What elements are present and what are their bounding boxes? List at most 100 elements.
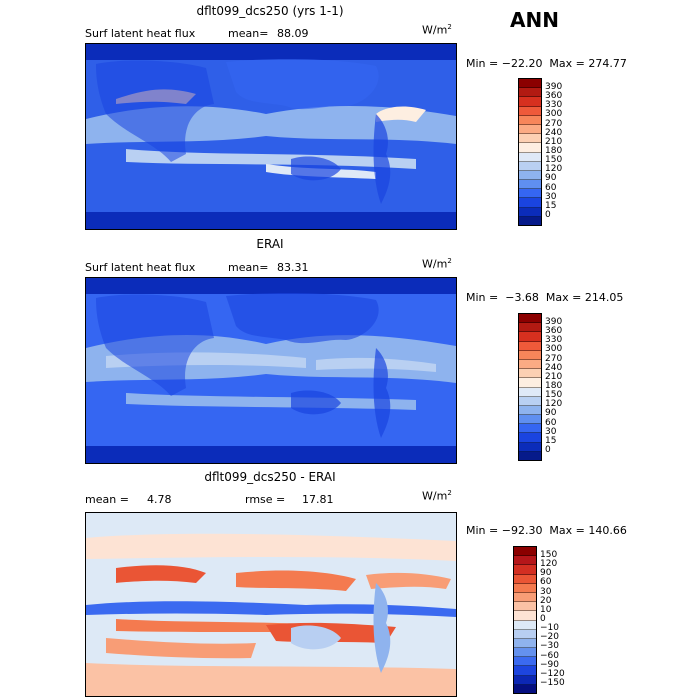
colorbar-swatch bbox=[519, 152, 541, 162]
colorbar-tick-label: 300 bbox=[545, 109, 563, 119]
colorbar-swatch bbox=[514, 592, 536, 603]
colorbar-tick-label: 90 bbox=[545, 173, 557, 183]
colorbar-swatch bbox=[519, 124, 541, 135]
panel-obs-minmax: Min = −3.68 Max = 214.05 bbox=[466, 291, 624, 304]
panel-model-minmax: Min = −22.20 Max = 274.77 bbox=[466, 57, 627, 70]
colorbar-tick-label: 240 bbox=[545, 128, 563, 138]
panel-diff-mean-value: 4.78 bbox=[147, 493, 172, 506]
colorbar-swatch bbox=[514, 565, 536, 575]
panel-diff-units: W/m2 bbox=[422, 489, 452, 503]
colorbar-tick-label: 0 bbox=[545, 445, 551, 455]
colorbar-swatch bbox=[514, 602, 536, 612]
colorbar-tick-label: 390 bbox=[545, 82, 563, 92]
panel-model-units: W/m2 bbox=[422, 23, 452, 37]
colorbar-tick-label: 60 bbox=[540, 577, 552, 587]
colorbar-swatch bbox=[519, 451, 541, 460]
colorbar-tick-label: 210 bbox=[545, 137, 563, 147]
colorbar-swatch bbox=[514, 574, 536, 584]
colorbar-tick-label: 0 bbox=[540, 614, 546, 624]
panel-diff-rmse-label: rmse = bbox=[245, 493, 286, 506]
colorbar-swatch bbox=[514, 620, 536, 630]
colorbar-swatch bbox=[514, 684, 536, 693]
colorbar-swatch bbox=[519, 180, 541, 190]
colorbar-tick-label: 150 bbox=[545, 390, 563, 400]
panel-model-variable-label: Surf latent heat flux bbox=[85, 27, 196, 40]
colorbar-swatch bbox=[519, 161, 541, 171]
colorbar-swatch bbox=[519, 198, 541, 208]
panel-diff-mean-label: mean = bbox=[85, 493, 129, 506]
colorbar-swatch bbox=[519, 378, 541, 388]
colorbar-tick-label: 10 bbox=[540, 605, 552, 615]
colorbar-swatch bbox=[514, 556, 536, 566]
colorbar-swatch bbox=[514, 629, 536, 639]
colorbar-tick-label: 120 bbox=[545, 399, 563, 409]
colorbar-swatch bbox=[514, 657, 536, 667]
colorbar-tick-label: 150 bbox=[545, 155, 563, 165]
colorbar-swatch bbox=[514, 611, 536, 621]
colorbar-swatch bbox=[519, 359, 541, 370]
panel-diff-map bbox=[85, 512, 457, 697]
colorbar-swatch bbox=[519, 88, 541, 98]
panel-obs-mean-value: 83.31 bbox=[277, 261, 309, 274]
colorbar-tick-label: 300 bbox=[545, 344, 563, 354]
colorbar-swatch bbox=[519, 134, 541, 144]
colorbar-tick-label: −20 bbox=[540, 632, 559, 642]
colorbar-swatch bbox=[519, 350, 541, 360]
colorbar-swatch bbox=[519, 387, 541, 397]
colorbar-tick-label: 15 bbox=[545, 436, 557, 446]
colorbar-swatch bbox=[514, 583, 536, 593]
colorbar-swatch bbox=[514, 648, 536, 658]
panel-model-title: dflt099_dcs250 (yrs 1-1) bbox=[196, 4, 344, 18]
colorbar-swatch bbox=[519, 433, 541, 443]
colorbar-swatch bbox=[519, 323, 541, 333]
colorbar-tick-label: 150 bbox=[540, 550, 558, 560]
colorbar-swatch bbox=[519, 396, 541, 406]
panel-obs-colorbar bbox=[518, 313, 542, 461]
colorbar-swatch bbox=[519, 424, 541, 434]
panel-diff-minmax: Min = −92.30 Max = 140.66 bbox=[466, 524, 627, 537]
colorbar-tick-label: 15 bbox=[545, 201, 557, 211]
colorbar-swatch bbox=[514, 547, 536, 557]
colorbar-tick-label: −60 bbox=[540, 651, 559, 661]
colorbar-tick-label: 360 bbox=[545, 91, 563, 101]
colorbar-tick-label: 120 bbox=[545, 164, 563, 174]
panel-obs-mean-label: mean= bbox=[228, 261, 269, 274]
panel-obs-title: ERAI bbox=[256, 237, 284, 251]
panel-diff-rmse-value: 17.81 bbox=[302, 493, 334, 506]
colorbar-tick-label: 0 bbox=[545, 210, 551, 220]
colorbar-tick-label: 90 bbox=[540, 568, 552, 578]
colorbar-tick-label: 270 bbox=[545, 354, 563, 364]
colorbar-tick-label: 390 bbox=[545, 317, 563, 327]
panel-diff-title: dflt099_dcs250 - ERAI bbox=[204, 470, 336, 484]
season-label: ANN bbox=[510, 8, 559, 32]
colorbar-tick-label: 60 bbox=[545, 418, 557, 428]
colorbar-tick-label: −10 bbox=[540, 623, 559, 633]
colorbar-tick-label: −120 bbox=[540, 669, 565, 679]
colorbar-swatch bbox=[519, 106, 541, 116]
colorbar-swatch bbox=[519, 405, 541, 416]
panel-model-mean-value: 88.09 bbox=[277, 27, 309, 40]
colorbar-swatch bbox=[519, 97, 541, 107]
colorbar-tick-label: 30 bbox=[545, 192, 557, 202]
colorbar-tick-label: 120 bbox=[540, 559, 558, 569]
colorbar-swatch bbox=[519, 79, 541, 89]
colorbar-tick-label: 60 bbox=[545, 183, 557, 193]
colorbar-swatch bbox=[519, 189, 541, 199]
panel-obs-map bbox=[85, 277, 457, 464]
colorbar-swatch bbox=[519, 207, 541, 217]
colorbar-tick-label: 20 bbox=[540, 596, 552, 606]
colorbar-swatch bbox=[519, 442, 541, 452]
colorbar-tick-label: 360 bbox=[545, 326, 563, 336]
colorbar-tick-label: 270 bbox=[545, 119, 563, 129]
colorbar-swatch bbox=[519, 143, 541, 153]
colorbar-swatch bbox=[519, 314, 541, 324]
colorbar-swatch bbox=[519, 332, 541, 342]
panel-model-map bbox=[85, 43, 457, 230]
colorbar-swatch bbox=[514, 675, 536, 685]
colorbar-swatch bbox=[519, 115, 541, 125]
colorbar-tick-label: 180 bbox=[545, 381, 563, 391]
panel-obs-variable-label: Surf latent heat flux bbox=[85, 261, 196, 274]
panel-model-colorbar bbox=[518, 78, 542, 226]
colorbar-swatch bbox=[514, 666, 536, 676]
colorbar-swatch bbox=[514, 638, 536, 649]
